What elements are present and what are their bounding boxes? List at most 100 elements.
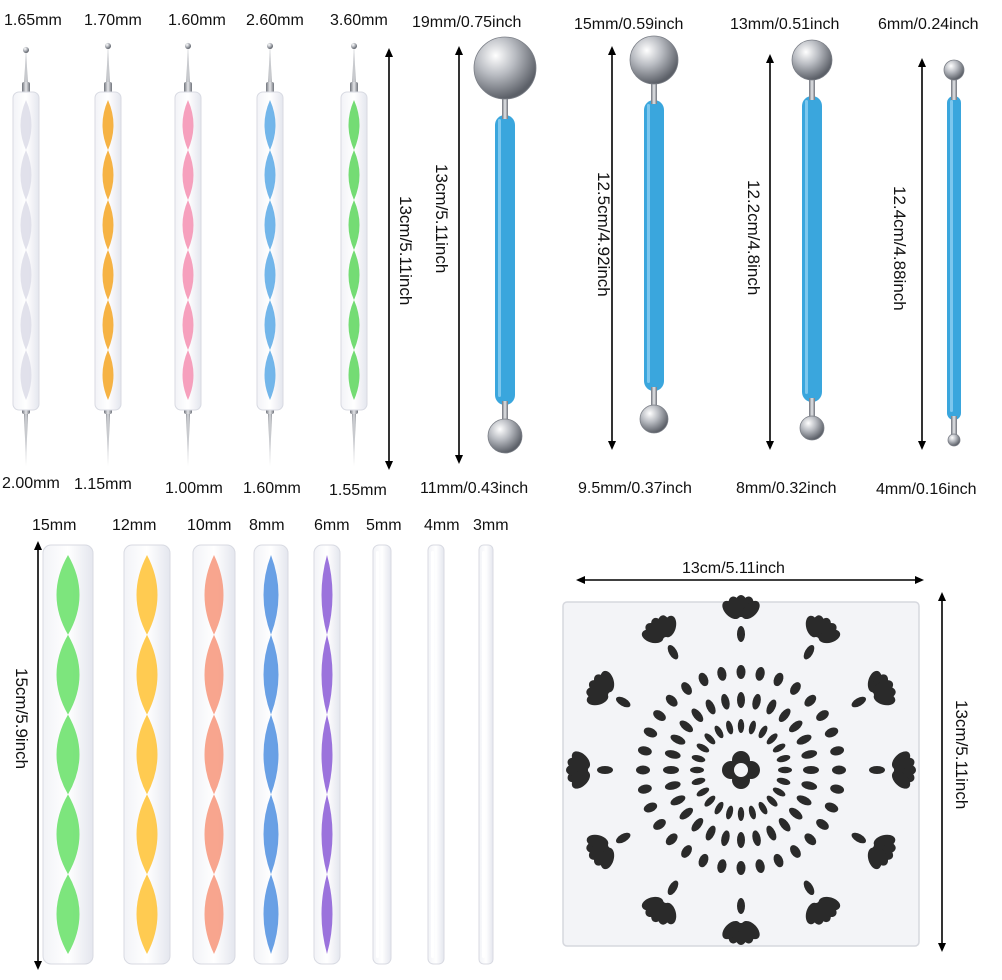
mandala-teardrop: [736, 861, 746, 875]
dotting-tools: [12, 40, 368, 466]
mandala-teardrop: [766, 825, 777, 841]
ball-2-top-size: 15mm/0.59inch: [574, 16, 684, 33]
rod-highlight: [376, 551, 379, 958]
acrylic-rod: [478, 544, 494, 965]
mandala-teardrop: [737, 692, 745, 708]
mandala-teardrop: [830, 746, 845, 756]
mandala-teardrop: [717, 666, 727, 681]
mandala-teardrop: [736, 665, 746, 679]
mandala-teardrop: [773, 672, 784, 687]
acrylic-rod: [372, 544, 392, 965]
dotting-tip-top: [352, 40, 356, 90]
mandala-flower-stem: [851, 832, 866, 844]
ball-2-length-label: 12.5cm/4.92inch: [594, 172, 613, 297]
mandala-flower-petal: [600, 670, 615, 693]
dotting-ball-top: [185, 43, 191, 49]
mandala-flower-cluster: [722, 595, 760, 642]
mandala-teardrop: [714, 801, 724, 815]
ball-stylus-top-ball: [791, 39, 833, 81]
mandala-flower-petal: [741, 600, 760, 620]
dotting-bottom-size-1: 2.00mm: [2, 475, 60, 492]
mandala-teardrop: [801, 750, 818, 759]
rod-size-2: 12mm: [112, 517, 157, 534]
mandala-teardrop: [705, 699, 716, 715]
mandala-flower-cluster: [722, 898, 760, 945]
mandala-teardrop: [653, 710, 666, 721]
dotting-top-size-1: 1.65mm: [4, 12, 62, 29]
dotting-top-size-2: 1.70mm: [84, 12, 142, 29]
ball-stylus-top-ball: [629, 35, 679, 85]
dotting-ball-top: [351, 43, 357, 49]
rod-size-1: 15mm: [32, 517, 77, 534]
mandala-teardrop: [790, 845, 801, 858]
mandala-teardrop: [824, 802, 839, 813]
mandala-flower-cluster: [586, 832, 631, 870]
mandala-teardrop: [665, 833, 678, 846]
dotting-tip-bottom: [352, 410, 356, 466]
dotting-color-ribbon: [182, 100, 194, 400]
mandala-flower-petal: [867, 847, 882, 870]
ball-2-bottom-size: 9.5mm/0.37inch: [578, 480, 692, 497]
dotting-tool: [12, 44, 40, 466]
mandala-teardrop: [748, 805, 756, 820]
mandala-teardrop: [796, 795, 812, 806]
mandala-teardrop: [824, 727, 839, 738]
mandala-flower-petal: [891, 770, 911, 789]
mandala-flower-stem: [667, 645, 679, 660]
mandala-flower-petal: [805, 902, 820, 925]
ball-stylus-top-ball: [943, 59, 965, 81]
mandala-teardrop: [705, 825, 716, 841]
mandala-teardrop: [696, 787, 710, 797]
acrylic-rod: [253, 544, 289, 965]
mandala-teardrop: [726, 805, 734, 820]
mandala-flower-petal: [722, 920, 741, 940]
mandala-teardrop: [778, 817, 791, 832]
mandala-flower-stem: [667, 880, 679, 895]
mandala-flower-stem: [803, 880, 815, 895]
mandala-flower-stem: [851, 696, 866, 708]
mandala-teardrop: [664, 781, 681, 790]
mandala-teardrop: [643, 727, 658, 738]
rod-color-twist: [263, 555, 279, 954]
mandala-teardrop: [790, 682, 801, 695]
mandala-teardrop: [717, 859, 727, 874]
dotting-ball-top: [23, 47, 29, 53]
mandala-teardrop: [752, 830, 761, 847]
acrylic-rod: [313, 544, 341, 965]
mandala-teardrop: [737, 832, 745, 848]
mandala-teardrop: [776, 755, 791, 763]
acrylic-rod: [42, 544, 94, 965]
rod-color-twist: [56, 555, 80, 954]
dotting-color-ribbon: [264, 100, 276, 400]
ball-stylus-bottom-ball: [799, 415, 825, 441]
mandala-pattern: [566, 595, 916, 945]
rod-body: [372, 544, 392, 965]
mandala-teardrop: [691, 708, 704, 723]
mandala-teardrop: [832, 765, 846, 775]
mandala-teardrop: [758, 725, 768, 739]
mandala-teardrop: [778, 708, 791, 723]
mandala-teardrop: [766, 795, 778, 807]
dotting-tip-top: [186, 40, 190, 90]
ball-stylus-handle: [947, 96, 961, 420]
rod-color-twist: [204, 555, 224, 954]
mandala-teardrop: [778, 766, 792, 774]
mandala-flower-cluster: [566, 751, 613, 789]
mandala-teardrop: [637, 746, 652, 756]
dotting-ball-top: [267, 43, 273, 49]
ball-stylus-highlight: [498, 119, 501, 397]
ball-1-top-size: 19mm/0.75inch: [412, 14, 522, 31]
mandala-flower-petal: [586, 834, 609, 849]
acrylic-rod: [427, 544, 445, 965]
mandala-teardrop: [653, 819, 666, 830]
mandala-teardrop: [663, 766, 679, 774]
mandala-teardrop: [690, 766, 704, 774]
mandala-teardrop: [788, 720, 803, 733]
ball-stylus-bottom-ball: [487, 418, 523, 454]
ball-3-length-label: 12.2cm/4.8inch: [744, 180, 763, 296]
mandala-teardrop: [816, 710, 829, 721]
ball-stylus-tool: [943, 59, 965, 447]
mandala-teardrop: [670, 734, 686, 745]
mandala-flower-stem: [616, 832, 631, 844]
dotting-top-size-3: 1.60mm: [168, 12, 226, 29]
